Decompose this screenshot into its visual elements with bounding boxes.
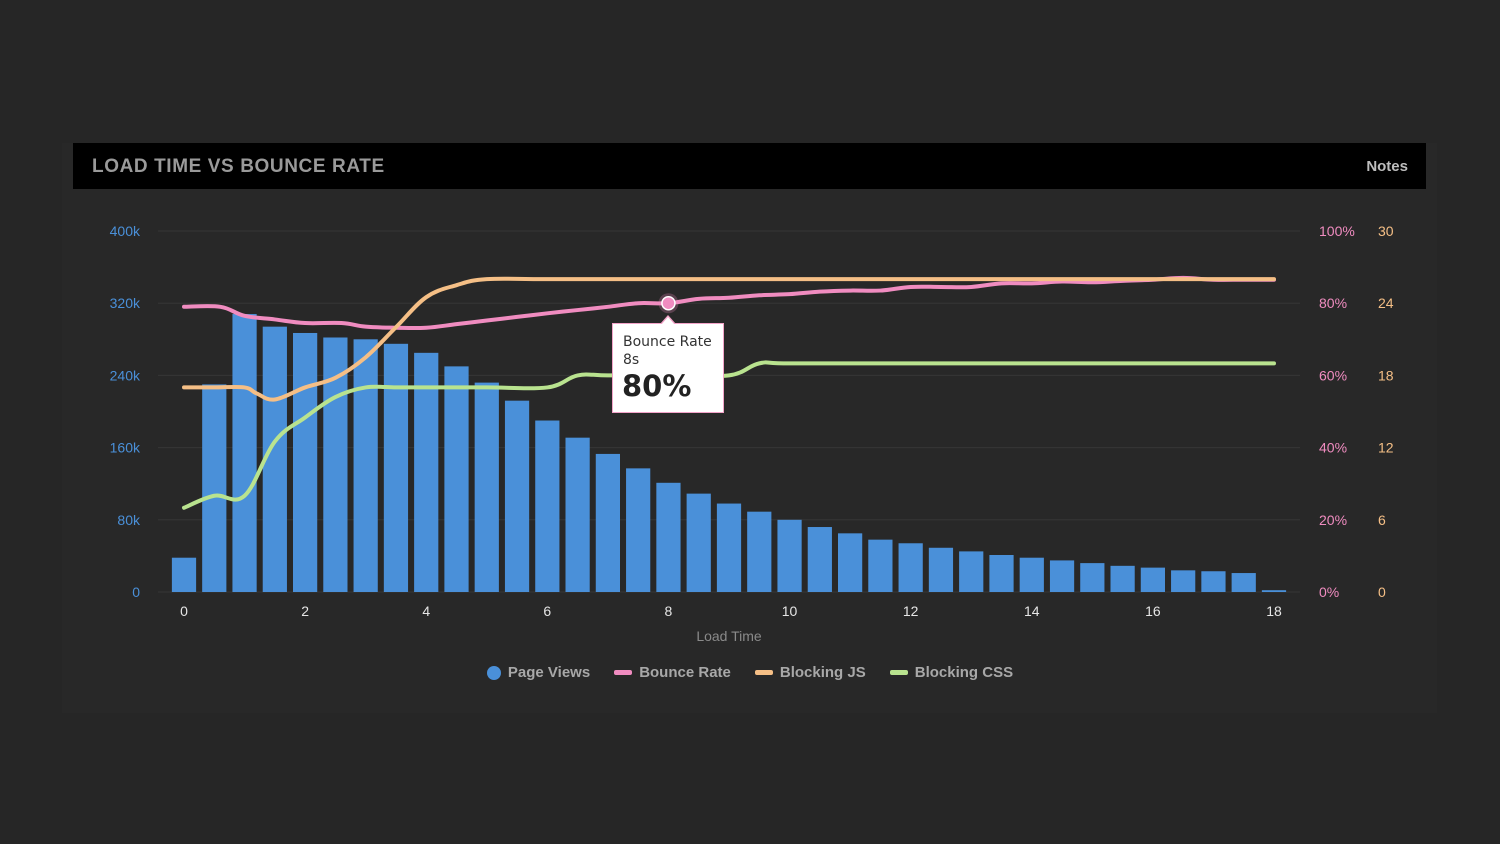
legend-swatch: [486, 665, 501, 680]
bar-page-views[interactable]: [293, 332, 318, 592]
count-axis-tick: 0: [1378, 584, 1386, 600]
x-axis-tick: 0: [180, 603, 188, 619]
pct-axis-tick: 0%: [1319, 584, 1339, 600]
left-axis-tick: 400k: [110, 223, 141, 239]
x-axis-label: Load Time: [696, 628, 762, 644]
tooltip-x-value: 8s: [623, 352, 640, 368]
legend-label: Page Views: [507, 664, 591, 681]
bar-page-views[interactable]: [1201, 571, 1226, 592]
bar-page-views[interactable]: [807, 527, 832, 592]
legend-swatch: [754, 670, 773, 675]
x-axis-tick: 16: [1145, 603, 1161, 619]
pct-axis-tick: 60%: [1319, 367, 1347, 383]
count-axis-tick: 30: [1378, 223, 1394, 239]
x-axis-tick: 10: [782, 603, 798, 619]
bar-page-views[interactable]: [656, 482, 681, 592]
legend-item-blocking-css[interactable]: Blocking CSS: [889, 664, 1014, 681]
bar-page-views[interactable]: [777, 519, 802, 592]
bar-page-views[interactable]: [928, 547, 954, 592]
x-axis-tick: 6: [543, 603, 551, 619]
left-axis-tick: 320k: [110, 295, 141, 311]
legend: Page Views Bounce Rate Blocking JS Blocking…: [0, 664, 1500, 681]
line-bounce-rate[interactable]: [182, 275, 1276, 331]
tooltip-value: 80%: [622, 369, 692, 403]
bar-page-views[interactable]: [1140, 567, 1165, 592]
legend-label: Blocking JS: [779, 664, 866, 681]
line-series-layer[interactable]: [182, 275, 1276, 510]
bar-page-views[interactable]: [1049, 560, 1075, 592]
bar-page-views[interactable]: [1080, 563, 1105, 592]
bar-page-views[interactable]: [383, 343, 409, 592]
left-axis-tick: 0: [132, 584, 140, 600]
legend-swatch: [889, 670, 908, 675]
bar-page-views[interactable]: [868, 539, 893, 592]
count-axis-tick: 24: [1378, 295, 1394, 311]
x-axis-tick: 12: [903, 603, 919, 619]
bar-page-views[interactable]: [989, 554, 1014, 592]
bar-page-views[interactable]: [353, 339, 378, 592]
bar-page-views[interactable]: [444, 366, 469, 592]
bar-page-views[interactable]: [595, 453, 620, 592]
legend-label: Blocking CSS: [914, 664, 1014, 681]
bar-page-views[interactable]: [565, 437, 590, 592]
bar-page-views[interactable]: [686, 493, 711, 592]
legend-item-bounce-rate[interactable]: Bounce Rate: [614, 664, 731, 681]
left-axis-tick: 240k: [110, 367, 141, 383]
chart-title: LOAD TIME VS BOUNCE RATE: [92, 156, 385, 177]
tooltip: Bounce Rate 8s 80%: [612, 315, 724, 413]
bar-page-views[interactable]: [1231, 573, 1256, 592]
hover-point: [661, 295, 676, 311]
chart-header: LOAD TIME VS BOUNCE RATE Notes: [73, 143, 1426, 189]
x-axis-tick: 2: [301, 603, 309, 619]
bar-series-page-views[interactable]: [171, 314, 1287, 592]
pct-axis-tick: 20%: [1319, 512, 1347, 528]
bar-page-views[interactable]: [1110, 565, 1135, 592]
x-axis-tick: 4: [422, 603, 430, 619]
tooltip-series: Bounce Rate: [623, 334, 712, 350]
left-axis-tick: 80k: [117, 512, 141, 528]
legend-item-page-views[interactable]: Page Views: [486, 664, 591, 681]
x-axis-tick: 8: [665, 603, 673, 619]
bar-page-views[interactable]: [232, 314, 257, 592]
legend-swatch: [614, 670, 633, 675]
notes-button[interactable]: Notes: [1366, 158, 1408, 175]
pct-axis-tick: 100%: [1319, 223, 1355, 239]
bar-page-views[interactable]: [202, 384, 227, 592]
pct-axis-tick: 80%: [1319, 295, 1347, 311]
bar-page-views[interactable]: [626, 468, 651, 592]
count-axis-tick: 6: [1378, 512, 1386, 528]
x-axis-tick: 18: [1266, 603, 1282, 619]
hover-marker-layer: [658, 293, 679, 314]
bar-page-views[interactable]: [898, 543, 923, 592]
bar-page-views[interactable]: [1019, 557, 1044, 592]
line-blocking-js[interactable]: [182, 276, 1276, 402]
legend-label: Bounce Rate: [639, 664, 731, 681]
bar-page-views[interactable]: [1171, 570, 1196, 592]
bar-page-views[interactable]: [747, 511, 772, 592]
bar-page-views[interactable]: [171, 557, 197, 592]
line-blocking-css[interactable]: [182, 360, 1276, 510]
bar-page-views[interactable]: [504, 400, 530, 592]
bar-page-views[interactable]: [959, 551, 984, 592]
bar-page-views[interactable]: [474, 382, 499, 592]
left-axis-tick: 160k: [110, 440, 141, 456]
count-axis-tick: 18: [1378, 367, 1394, 383]
bar-page-views[interactable]: [1261, 590, 1287, 592]
bar-page-views[interactable]: [414, 352, 439, 592]
legend-item-blocking-js[interactable]: Blocking JS: [754, 664, 866, 681]
bar-page-views[interactable]: [716, 503, 742, 592]
bar-page-views[interactable]: [535, 420, 560, 592]
x-axis-tick: 14: [1024, 603, 1040, 619]
count-axis-tick: 12: [1378, 440, 1394, 456]
pct-axis-tick: 40%: [1319, 440, 1347, 456]
bar-page-views[interactable]: [838, 533, 863, 592]
